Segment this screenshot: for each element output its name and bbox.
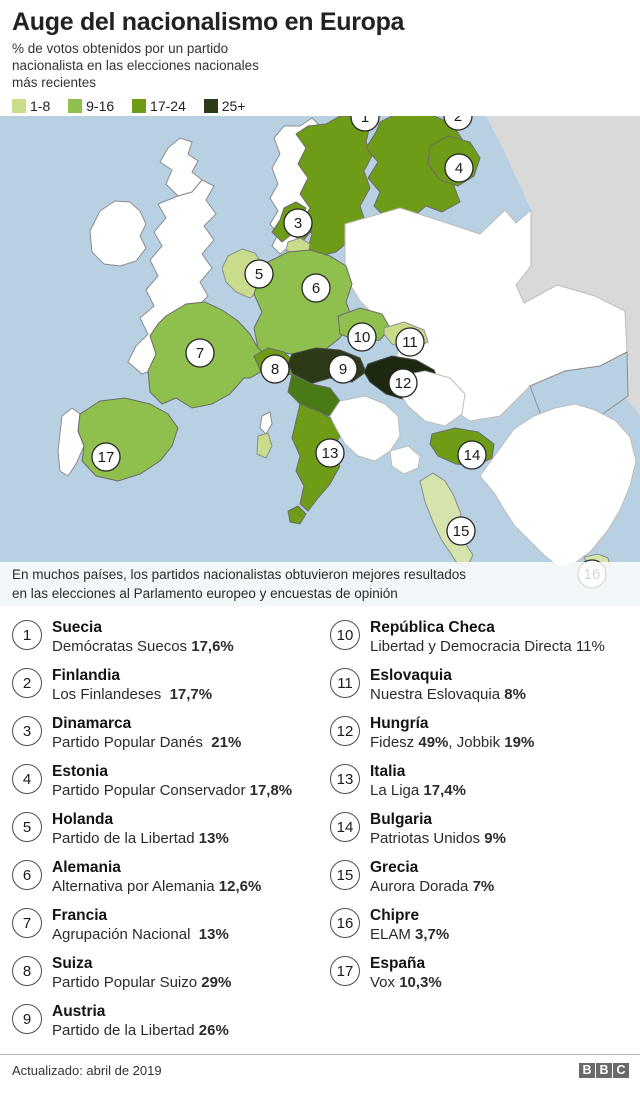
svg-text:5: 5 bbox=[255, 266, 263, 283]
svg-text:17: 17 bbox=[98, 449, 115, 466]
svg-text:10: 10 bbox=[354, 329, 371, 346]
svg-text:12: 12 bbox=[395, 375, 412, 392]
svg-text:8: 8 bbox=[271, 361, 279, 378]
svg-text:2: 2 bbox=[454, 116, 462, 125]
svg-text:15: 15 bbox=[453, 523, 470, 540]
svg-text:1: 1 bbox=[361, 116, 369, 126]
svg-text:6: 6 bbox=[312, 280, 320, 297]
svg-text:7: 7 bbox=[196, 345, 204, 362]
svg-text:13: 13 bbox=[322, 445, 339, 462]
svg-text:9: 9 bbox=[339, 361, 347, 378]
svg-text:4: 4 bbox=[455, 160, 463, 177]
svg-text:3: 3 bbox=[294, 215, 302, 232]
svg-text:11: 11 bbox=[402, 334, 418, 351]
svg-text:14: 14 bbox=[464, 447, 481, 464]
